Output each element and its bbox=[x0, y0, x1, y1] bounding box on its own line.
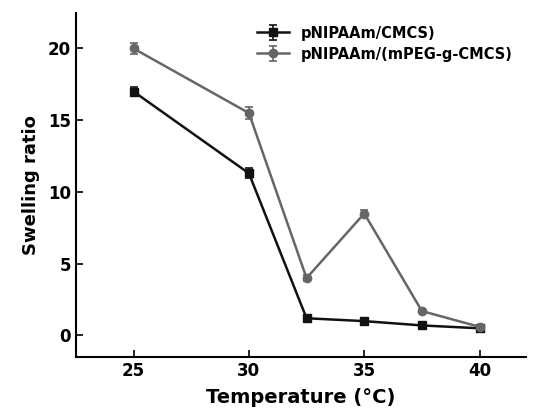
Y-axis label: Swelling ratio: Swelling ratio bbox=[22, 115, 40, 255]
Legend: pNIPAAm/CMCS), pNIPAAm/(mPEG-g-CMCS): pNIPAAm/CMCS), pNIPAAm/(mPEG-g-CMCS) bbox=[251, 20, 519, 67]
X-axis label: Temperature (°C): Temperature (°C) bbox=[206, 388, 396, 407]
